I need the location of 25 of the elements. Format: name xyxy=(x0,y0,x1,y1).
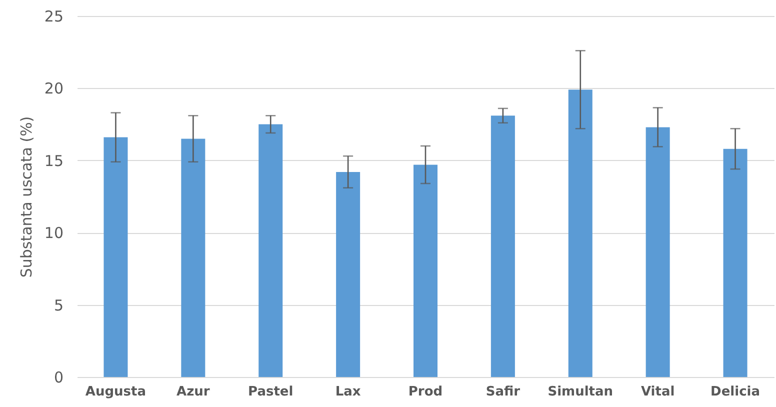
bar xyxy=(181,138,206,377)
y-tick-label: 20 xyxy=(44,80,64,98)
bar xyxy=(490,116,515,377)
y-tick-label: 0 xyxy=(54,368,64,386)
y-axis-title: Substanta uscata (%) xyxy=(17,116,36,278)
x-tick-label: Simultan xyxy=(548,384,614,400)
bar xyxy=(413,164,438,377)
bar xyxy=(104,137,128,377)
y-tick-label: 5 xyxy=(54,296,64,314)
x-tick-label: Vital xyxy=(640,384,675,400)
bar xyxy=(568,90,592,377)
x-tick-label: Augusta xyxy=(85,384,146,400)
y-tick-label: 10 xyxy=(44,224,64,242)
bar xyxy=(723,148,748,377)
bar xyxy=(646,127,670,377)
y-tick-label: 15 xyxy=(44,152,64,170)
x-tick-label: Azur xyxy=(176,384,210,400)
bar xyxy=(258,124,283,377)
x-tick-label: Pastel xyxy=(248,384,294,400)
bar xyxy=(336,172,360,377)
x-tick-label: Prod xyxy=(408,384,443,400)
x-tick-label: Lax xyxy=(335,384,362,400)
x-tick-label: Delicia xyxy=(710,384,760,400)
x-tick-label: Safir xyxy=(486,384,521,400)
y-tick-label: 25 xyxy=(44,8,64,26)
